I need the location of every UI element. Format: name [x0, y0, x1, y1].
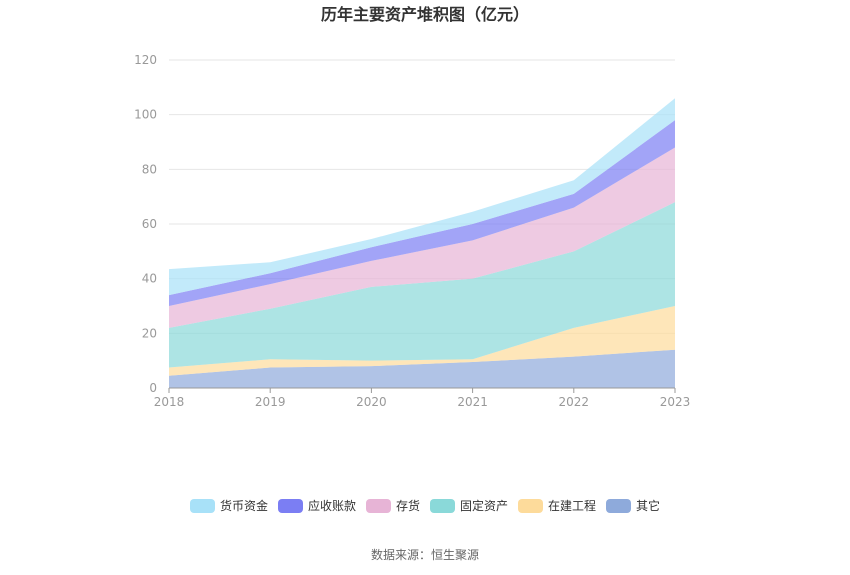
y-tick-label: 80 — [142, 162, 157, 176]
y-tick-label: 20 — [142, 326, 157, 340]
area-其它 — [169, 349, 675, 388]
legend-label: 在建工程 — [548, 498, 596, 513]
legend-item: 存货 — [366, 498, 420, 513]
legend-swatch — [430, 499, 455, 513]
x-tick-label: 2021 — [457, 395, 488, 409]
legend: 货币资金 应收账款 存货 固定资产 在建工程 其它 — [190, 498, 660, 513]
y-tick-label: 120 — [134, 53, 157, 67]
legend-swatch — [278, 499, 303, 513]
legend-label: 应收账款 — [308, 498, 356, 513]
data-source: 数据来源：恒生聚源 — [371, 547, 479, 562]
y-tick-label: 100 — [134, 108, 157, 122]
y-tick-label: 0 — [149, 381, 157, 395]
axes: 0 20 40 60 80 100 120 2018 2019 2020 2021 2022 2023 — [134, 53, 690, 409]
legend-swatch — [606, 499, 631, 513]
legend-label: 其它 — [636, 498, 660, 513]
x-tick-label: 2019 — [255, 395, 286, 409]
legend-item: 固定资产 — [430, 498, 508, 513]
area-货币资金 — [169, 98, 675, 296]
area-应收账款 — [169, 120, 675, 306]
area-series — [169, 98, 675, 388]
legend-swatch — [518, 499, 543, 513]
legend-item: 其它 — [606, 498, 660, 513]
legend-label: 存货 — [396, 498, 420, 513]
legend-swatch — [190, 499, 215, 513]
legend-swatch — [366, 499, 391, 513]
x-tick-label: 2018 — [154, 395, 185, 409]
x-tick-label: 2023 — [660, 395, 691, 409]
x-tick-label: 2020 — [356, 395, 387, 409]
x-tick-label: 2022 — [559, 395, 590, 409]
legend-label: 货币资金 — [220, 498, 268, 513]
legend-item: 货币资金 — [190, 498, 268, 513]
legend-label: 固定资产 — [460, 498, 508, 513]
legend-item: 应收账款 — [278, 498, 356, 513]
area-固定资产 — [169, 202, 675, 368]
chart-title: 历年主要资产堆积图（亿元） — [321, 5, 529, 24]
y-tick-label: 60 — [142, 217, 157, 231]
legend-item: 在建工程 — [518, 498, 596, 513]
area-在建工程 — [169, 306, 675, 376]
area-存货 — [169, 147, 675, 328]
y-tick-label: 40 — [142, 272, 157, 286]
